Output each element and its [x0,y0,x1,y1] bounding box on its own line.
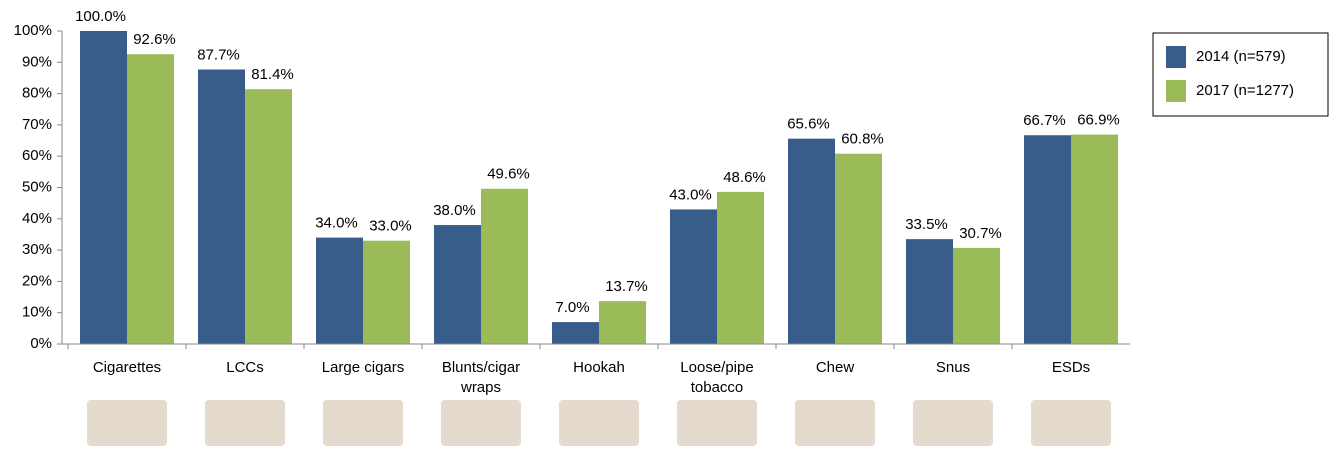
value-label: 100.0% [75,8,126,25]
product-icon [205,400,285,446]
x-tick-label: Blunts/cigar wraps [441,359,521,396]
x-tick-label: ESDs [1051,359,1091,376]
y-tick-label: 30% [22,241,52,258]
y-tick-label: 60% [22,147,52,164]
value-label: 66.9% [1077,112,1120,129]
product-icon [677,400,757,446]
bar [127,54,174,345]
value-label: 66.7% [1023,112,1066,129]
bar [363,240,410,344]
x-tick-label: Large cigars [321,359,405,376]
y-tick-label: 100% [14,22,52,39]
value-label: 43.0% [669,186,712,203]
product-icon [913,400,993,446]
value-label: 65.6% [787,116,830,133]
y-tick-label: 50% [22,178,52,195]
product-icon [441,400,521,446]
bar [953,247,1000,344]
value-label: 7.0% [555,299,589,316]
value-label: 34.0% [315,215,358,232]
bar [906,239,953,344]
bar [80,31,127,344]
bar [198,69,245,345]
value-label: 38.0% [433,202,476,219]
x-tick-label: Snus [935,359,971,376]
legend-swatch [1166,80,1186,102]
bar [316,237,363,344]
x-tick-label: Loose/pipe tobacco [680,359,754,396]
y-tick-label: 70% [22,116,52,133]
y-tick-label: 90% [22,53,52,70]
product-icon [1031,400,1111,446]
bar [245,89,292,344]
bar [717,191,764,344]
bar [788,138,835,344]
product-icon [795,400,875,446]
bar [552,322,599,344]
value-label: 30.7% [959,225,1002,242]
y-tick-label: 40% [22,210,52,227]
legend-label: 2014 (n=579) [1196,48,1286,65]
bar [434,225,481,344]
product-icon [323,400,403,446]
product-icon [87,400,167,446]
x-tick-label: LCCs [226,359,264,376]
bar [835,153,882,344]
value-label: 13.7% [605,278,648,295]
x-tick-label: Chew [815,359,855,376]
value-label: 49.6% [487,166,530,183]
value-label: 48.6% [723,169,766,186]
y-tick-label: 10% [22,304,52,321]
y-tick-label: 20% [22,272,52,289]
legend-swatch [1166,46,1186,68]
bar [1071,134,1118,344]
value-label: 87.7% [197,46,240,63]
bar [481,188,528,344]
legend-label: 2017 (n=1277) [1196,82,1294,99]
bar [599,301,646,344]
x-tick-label: Hookah [573,359,625,376]
bar [1024,135,1071,344]
x-tick-label: Cigarettes [92,359,162,376]
y-tick-label: 0% [30,335,52,352]
bar [670,209,717,344]
y-tick-label: 80% [22,85,52,102]
value-label: 33.0% [369,218,412,235]
product-icon [559,400,639,446]
value-label: 33.5% [905,216,948,233]
value-label: 92.6% [133,31,176,48]
legend-box [1152,32,1329,117]
value-label: 60.8% [841,131,884,148]
value-label: 81.4% [251,66,294,83]
